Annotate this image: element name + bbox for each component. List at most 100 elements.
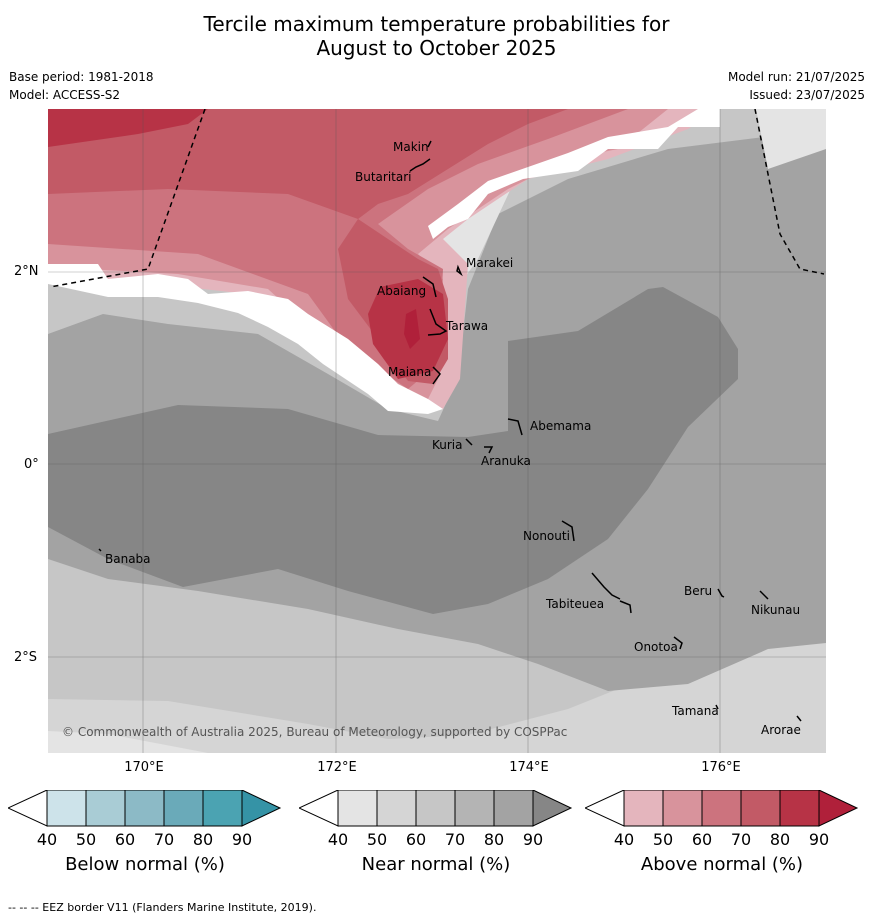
legend-above-segment-4 xyxy=(740,790,781,827)
legend-near-tick: 90 xyxy=(522,830,544,849)
legend-below-title: Below normal (%) xyxy=(65,854,225,875)
graticule xyxy=(48,109,826,753)
island-kuria xyxy=(465,438,473,446)
place-label-tamana: Tamana xyxy=(671,704,719,718)
model-run: Model run: 21/07/2025 xyxy=(727,70,865,84)
island-nikunau xyxy=(759,590,769,600)
place-label-nonouti: Nonouti xyxy=(523,529,570,543)
island-maiana xyxy=(432,366,441,385)
eez-border-west xyxy=(49,109,206,288)
zone-above-90-nw xyxy=(48,109,208,147)
island-aranuka xyxy=(484,446,494,454)
legend-below-tick: 90 xyxy=(231,830,253,849)
legend-near-segment-3 xyxy=(415,790,456,827)
place-label-abemama: Abemama xyxy=(530,419,591,433)
legend-above-segment-0 xyxy=(585,790,625,827)
legend-above-segment-5 xyxy=(779,790,820,827)
title-line-1: Tercile maximum temperature probabilitie… xyxy=(203,12,670,36)
map-svg: Makin Butaritari Marakei Abaiang Tarawa … xyxy=(48,109,826,753)
legend-above-colorbar xyxy=(585,790,859,827)
legend-above-title: Above normal (%) xyxy=(640,854,804,875)
legend-above-tick: 80 xyxy=(769,830,791,849)
legend-above-tick: 50 xyxy=(652,830,674,849)
legend-above-tick: 40 xyxy=(613,830,635,849)
legend-below-segment-1 xyxy=(46,790,87,827)
eez-footnote: -- -- -- EEZ border V11 (Flanders Marine… xyxy=(8,901,317,914)
island-butaritari xyxy=(409,158,431,172)
zone-near-50-south xyxy=(48,609,826,753)
legend-below-tick: 50 xyxy=(75,830,97,849)
zone-near-40-south xyxy=(48,731,208,753)
legend-below-segment-3 xyxy=(124,790,165,827)
place-label-marakei: Marakei xyxy=(466,256,513,270)
legend-near-tick: 70 xyxy=(444,830,466,849)
legend-near-segment-5 xyxy=(493,790,534,827)
place-label-tarawa: Tarawa xyxy=(445,319,488,333)
place-label-nikunau: Nikunau xyxy=(751,603,800,617)
island-arorae xyxy=(796,715,802,722)
legend-near-tick: 40 xyxy=(327,830,349,849)
legend-above-tick: 70 xyxy=(730,830,752,849)
white-band-north xyxy=(428,109,720,239)
map-panel: Makin Butaritari Marakei Abaiang Tarawa … xyxy=(48,109,826,753)
legend-below-tick: 80 xyxy=(192,830,214,849)
legend-near-tick: 50 xyxy=(366,830,388,849)
model-name: Model: ACCESS-S2 xyxy=(9,88,121,102)
place-label-onotoa: Onotoa xyxy=(634,640,678,654)
legend-below-tick: 70 xyxy=(153,830,175,849)
zone-near-80 xyxy=(48,287,738,614)
island-marakei xyxy=(456,264,463,277)
lat-label-2s: 2°S xyxy=(14,650,38,665)
place-label-maiana: Maiana xyxy=(388,365,431,379)
legend-near-title: Near normal (%) xyxy=(361,854,511,875)
lon-label-174: 174°E xyxy=(509,760,549,775)
place-label-banaba: Banaba xyxy=(105,552,151,566)
title-line-2: August to October 2025 xyxy=(316,36,557,60)
copyright-notice: © Commonwealth of Australia 2025, Bureau… xyxy=(62,725,567,739)
lat-label-0: 0° xyxy=(24,457,39,472)
place-label-butaritari: Butaritari xyxy=(355,170,412,184)
legend-near-segment-1 xyxy=(337,790,378,827)
island-beru xyxy=(717,588,725,598)
island-makin xyxy=(427,140,432,148)
legend-below-segment-4 xyxy=(163,790,204,827)
place-label-makin: Makin xyxy=(393,140,429,154)
legend-near-segment-6 xyxy=(532,790,573,827)
legend-above-segment-2 xyxy=(662,790,703,827)
place-label-aranuka: Aranuka xyxy=(481,454,531,468)
legend-below-segment-2 xyxy=(85,790,126,827)
lat-label-2n: 2°N xyxy=(14,264,39,279)
legend-below-segment-5 xyxy=(202,790,243,827)
place-label-abaiang: Abaiang xyxy=(377,284,426,298)
legend-below-tick: 60 xyxy=(114,830,136,849)
place-label-beru: Beru xyxy=(684,584,712,598)
legend-below-segment-0 xyxy=(8,790,48,827)
island-nonouti xyxy=(561,520,575,542)
legend-above-tick: 60 xyxy=(691,830,713,849)
meta-right: Model run: 21/07/2025 Issued: 23/07/2025 xyxy=(728,68,865,104)
islands xyxy=(98,140,802,722)
zone-near-40-ne xyxy=(756,109,826,169)
legend-above-segment-3 xyxy=(701,790,742,827)
island-abemama xyxy=(507,418,523,436)
legend-near-segment-4 xyxy=(454,790,495,827)
place-label-kuria: Kuria xyxy=(432,438,463,452)
zone-above-max xyxy=(404,309,420,349)
issued-date: Issued: 23/07/2025 xyxy=(749,88,865,102)
island-abaiang xyxy=(422,276,437,298)
legend-below-segment-6 xyxy=(241,790,282,827)
lon-label-176: 176°E xyxy=(701,760,741,775)
legend-near-tick: 80 xyxy=(483,830,505,849)
island-tabiteuea xyxy=(591,572,632,614)
legend-near-segment-0 xyxy=(299,790,339,827)
island-banaba xyxy=(98,548,102,552)
legend-above-segment-1 xyxy=(623,790,664,827)
eez-border-east xyxy=(754,109,825,275)
place-label-arorae: Arorae xyxy=(761,723,801,737)
map-title: Tercile maximum temperature probabilitie… xyxy=(0,12,873,60)
legend-above-segment-6 xyxy=(818,790,859,827)
legend-below-tick: 40 xyxy=(36,830,58,849)
lon-label-170: 170°E xyxy=(124,760,164,775)
place-label-tabiteuea: Tabiteuea xyxy=(545,597,604,611)
legend-near-colorbar xyxy=(299,790,573,827)
